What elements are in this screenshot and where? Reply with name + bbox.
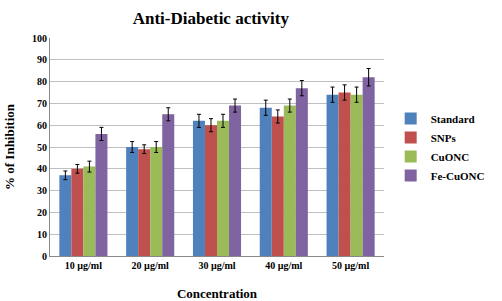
svg-text:30 µg/ml: 30 µg/ml bbox=[198, 260, 235, 271]
svg-text:80: 80 bbox=[37, 76, 47, 87]
svg-text:Anti-Diabetic activity: Anti-Diabetic activity bbox=[133, 9, 290, 28]
svg-text:70: 70 bbox=[37, 98, 47, 109]
svg-text:10: 10 bbox=[37, 229, 47, 240]
svg-text:Fe-CuONC: Fe-CuONC bbox=[431, 170, 485, 182]
svg-text:SNPs: SNPs bbox=[431, 132, 457, 144]
svg-text:50 µg/ml: 50 µg/ml bbox=[332, 260, 369, 271]
svg-text:0: 0 bbox=[42, 251, 47, 262]
svg-text:30: 30 bbox=[37, 185, 47, 196]
svg-text:100: 100 bbox=[32, 33, 47, 44]
svg-text:50: 50 bbox=[37, 142, 47, 153]
svg-text:Standard: Standard bbox=[431, 113, 475, 125]
svg-text:20 µg/ml: 20 µg/ml bbox=[132, 260, 169, 271]
svg-text:10 µg/ml: 10 µg/ml bbox=[65, 260, 102, 271]
svg-text:60: 60 bbox=[37, 120, 47, 131]
svg-text:90: 90 bbox=[37, 54, 47, 65]
svg-text:% of Inhibition: % of Inhibition bbox=[2, 103, 17, 190]
svg-text:Concentration: Concentration bbox=[177, 286, 258, 301]
svg-text:20: 20 bbox=[37, 207, 47, 218]
svg-text:40 µg/ml: 40 µg/ml bbox=[265, 260, 302, 271]
svg-text:CuONC: CuONC bbox=[431, 151, 470, 163]
svg-text:40: 40 bbox=[37, 163, 47, 174]
